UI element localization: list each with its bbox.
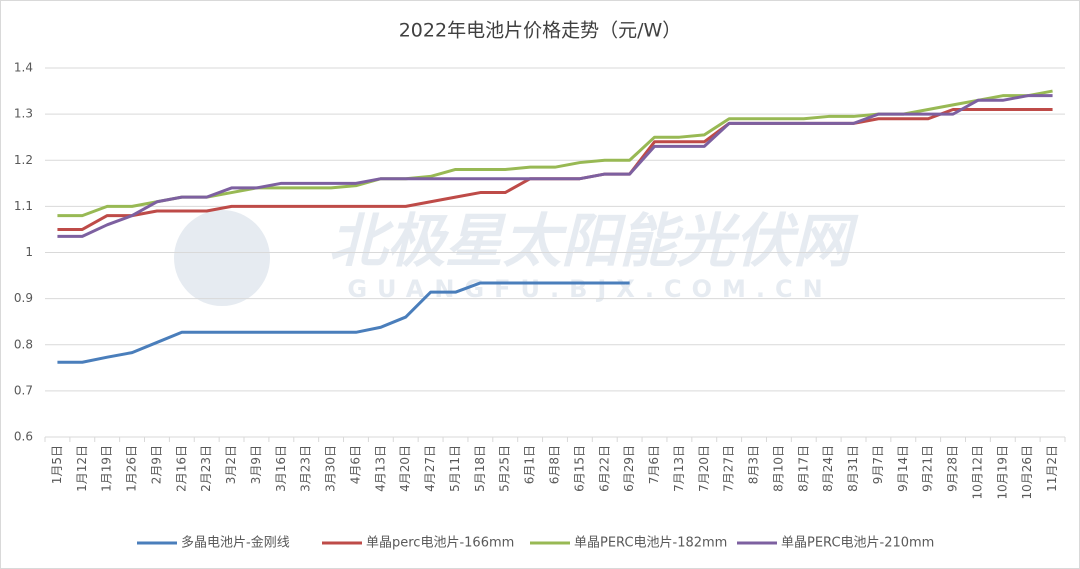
x-tick-label: 7月6日 xyxy=(647,445,661,484)
y-tick-label: 1.3 xyxy=(14,107,33,121)
x-tick-label: 9月28日 xyxy=(946,445,960,492)
x-tick-label: 7月13日 xyxy=(672,445,686,492)
legend-label: 单晶PERC电池片-182mm xyxy=(574,536,727,551)
x-tick-label: 2月9日 xyxy=(149,445,163,484)
x-tick-label: 6月29日 xyxy=(622,445,636,492)
watermark-logo xyxy=(174,210,270,306)
x-tick-label: 2月23日 xyxy=(199,445,213,492)
x-tick-label: 3月30日 xyxy=(324,445,338,492)
x-tick-label: 5月25日 xyxy=(498,445,512,492)
x-tick-label: 6月22日 xyxy=(597,445,611,492)
x-tick-label: 10月26日 xyxy=(1020,445,1034,500)
x-tick-label: 6月1日 xyxy=(523,445,537,484)
y-tick-label: 0.7 xyxy=(14,383,33,397)
x-tick-label: 8月10日 xyxy=(771,445,785,492)
chart-title: 2022年电池片价格走势（元/W） xyxy=(399,20,682,42)
x-tick-label: 7月27日 xyxy=(722,445,736,492)
x-tick-label: 3月2日 xyxy=(224,445,238,484)
legend-label: 单晶perc电池片-166mm xyxy=(366,536,514,551)
x-tick-label: 3月9日 xyxy=(249,445,263,484)
y-tick-label: 0.9 xyxy=(14,291,33,305)
x-tick-label: 2月16日 xyxy=(174,445,188,492)
y-tick-label: 1.1 xyxy=(14,199,33,213)
x-tick-label: 9月21日 xyxy=(921,445,935,492)
y-tick-label: 0.8 xyxy=(14,337,33,351)
x-tick-label: 1月12日 xyxy=(75,445,89,492)
x-tick-label: 8月24日 xyxy=(821,445,835,492)
x-tick-label: 3月23日 xyxy=(299,445,313,492)
x-tick-label: 8月17日 xyxy=(796,445,810,492)
x-tick-label: 5月11日 xyxy=(448,445,462,492)
watermark: 北极星太阳能光伏网 xyxy=(329,207,859,275)
y-tick-label: 0.6 xyxy=(14,430,33,444)
line-series xyxy=(57,281,630,364)
x-tick-label: 6月8日 xyxy=(548,445,562,484)
y-tick-label: 1 xyxy=(25,245,33,259)
x-tick-label: 5月18日 xyxy=(473,445,487,492)
legend-label: 单晶PERC电池片-210mm xyxy=(781,536,934,551)
legend-label: 多晶电池片-金刚线 xyxy=(181,535,290,551)
x-tick-label: 4月27日 xyxy=(423,445,437,492)
x-tick-label: 4月13日 xyxy=(373,445,387,492)
y-tick-label: 1.4 xyxy=(14,61,33,75)
x-tick-label: 3月16日 xyxy=(274,445,288,492)
x-tick-label: 11月2日 xyxy=(1045,445,1059,492)
x-tick-label: 9月14日 xyxy=(896,445,910,492)
x-tick-label: 4月6日 xyxy=(348,445,362,484)
x-tick-label: 8月31日 xyxy=(846,445,860,492)
y-tick-label: 1.2 xyxy=(14,153,33,167)
x-tick-label: 8月3日 xyxy=(747,445,761,484)
x-tick-label: 4月20日 xyxy=(398,445,412,492)
x-tick-label: 10月19日 xyxy=(995,445,1009,500)
x-tick-label: 1月19日 xyxy=(100,445,114,492)
x-tick-label: 6月15日 xyxy=(572,445,586,492)
x-tick-label: 1月26日 xyxy=(125,445,139,492)
x-tick-label: 10月12日 xyxy=(970,445,984,500)
line-series xyxy=(57,94,1053,238)
x-tick-label: 9月7日 xyxy=(871,445,885,484)
x-tick-label: 7月20日 xyxy=(697,445,711,492)
x-tick-label: 1月5日 xyxy=(50,445,64,484)
